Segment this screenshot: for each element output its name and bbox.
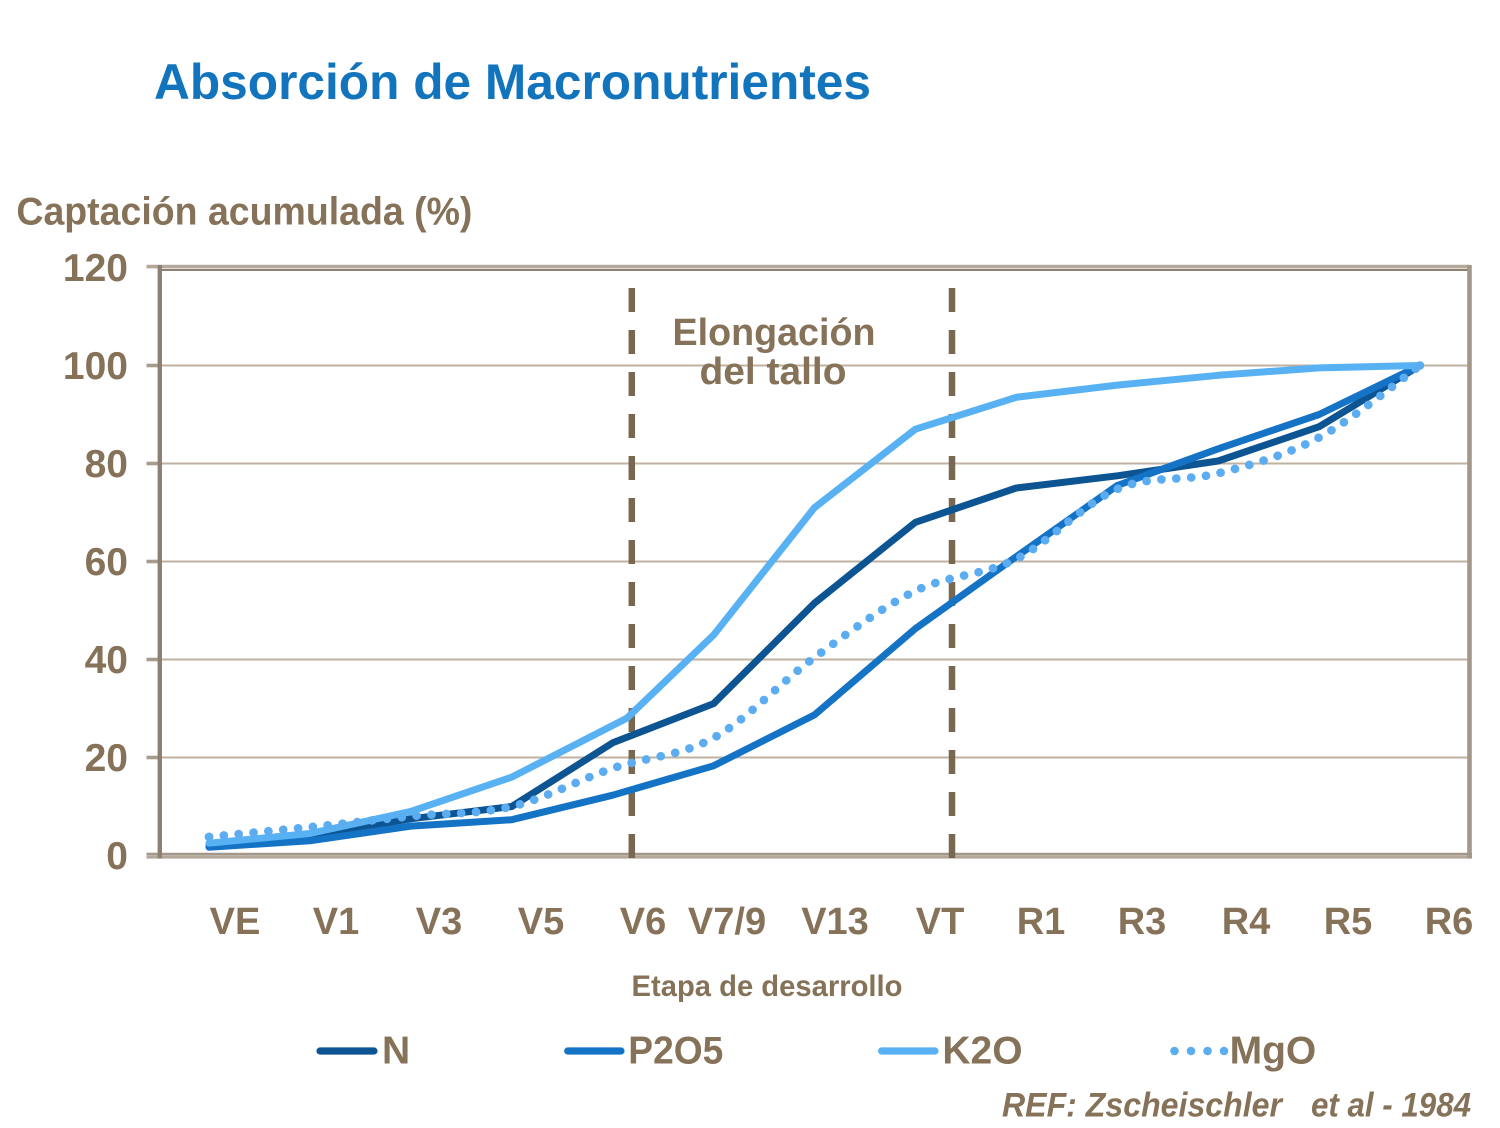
svg-text:100: 100 bbox=[63, 345, 128, 388]
svg-text:MgO: MgO bbox=[1230, 1030, 1317, 1073]
svg-text:R4: R4 bbox=[1222, 901, 1271, 943]
svg-text:Etapa de desarrollo: Etapa de desarrollo bbox=[632, 970, 903, 1003]
svg-text:P2O5: P2O5 bbox=[628, 1030, 723, 1073]
svg-text:60: 60 bbox=[85, 541, 128, 584]
svg-text:et al - 1984: et al - 1984 bbox=[1311, 1086, 1471, 1124]
svg-text:V3: V3 bbox=[416, 901, 462, 943]
svg-text:N: N bbox=[382, 1030, 410, 1073]
svg-text:R5: R5 bbox=[1324, 901, 1373, 943]
svg-text:Elongación: Elongación bbox=[673, 312, 876, 354]
svg-text:120: 120 bbox=[63, 247, 128, 290]
svg-text:VE: VE bbox=[210, 901, 261, 943]
svg-text:V1: V1 bbox=[313, 901, 359, 943]
svg-text:V7/9: V7/9 bbox=[688, 901, 766, 943]
svg-text:del tallo: del tallo bbox=[700, 351, 847, 393]
svg-text:80: 80 bbox=[85, 443, 128, 486]
svg-text:Captación acumulada (%): Captación acumulada (%) bbox=[16, 191, 472, 234]
svg-text:R1: R1 bbox=[1017, 901, 1066, 943]
svg-text:REF: Zscheischler: REF: Zscheischler bbox=[1002, 1086, 1284, 1124]
svg-text:R6: R6 bbox=[1425, 901, 1474, 943]
svg-text:R3: R3 bbox=[1118, 901, 1167, 943]
svg-text:Absorción de Macronutrientes: Absorción de Macronutrientes bbox=[154, 54, 871, 110]
svg-text:VT: VT bbox=[916, 901, 965, 943]
svg-text:K2O: K2O bbox=[942, 1030, 1022, 1073]
svg-text:20: 20 bbox=[85, 737, 128, 780]
svg-text:0: 0 bbox=[106, 835, 128, 878]
svg-text:40: 40 bbox=[85, 639, 128, 682]
svg-text:V5: V5 bbox=[518, 901, 564, 943]
svg-text:V6: V6 bbox=[620, 901, 666, 943]
svg-text:V13: V13 bbox=[801, 901, 869, 943]
